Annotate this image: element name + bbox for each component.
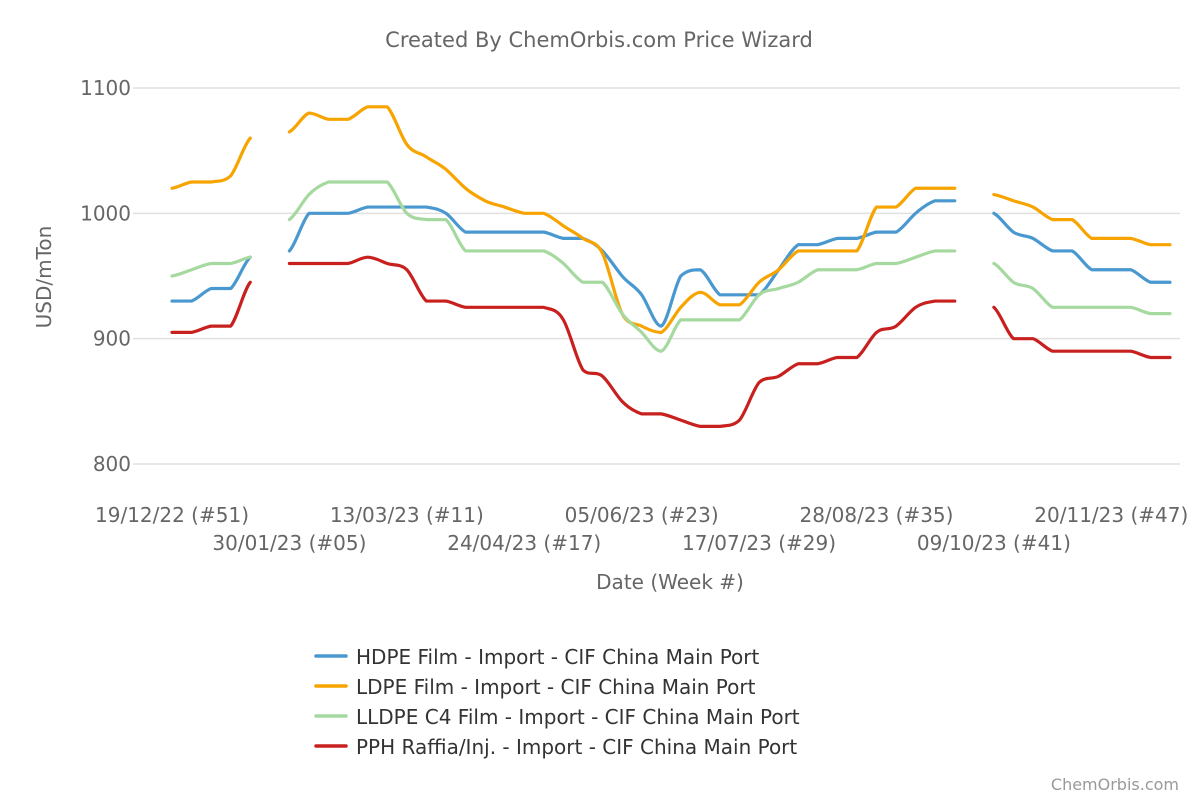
x-tick-label: 28/08/23 (#35) (799, 503, 953, 527)
legend-item[interactable]: LLDPE C4 Film - Import - CIF China Main … (314, 705, 800, 729)
x-tick-label: 09/10/23 (#41) (917, 531, 1071, 555)
x-tick-label: 13/03/23 (#11) (330, 503, 484, 527)
x-tick-label: 20/11/23 (#47) (1034, 503, 1188, 527)
series-line-3 (170, 255, 1172, 428)
legend: HDPE Film - Import - CIF China Main Port… (314, 645, 800, 759)
series-line-2 (170, 180, 1172, 353)
legend-item[interactable]: LDPE Film - Import - CIF China Main Port (314, 675, 756, 699)
series-lines (170, 105, 1172, 428)
y-tick-label: 800 (93, 452, 131, 476)
x-axis-ticks: 19/12/22 (#51) 30/01/23 (#05) 13/03/23 (#1… (95, 503, 1188, 555)
x-axis-label: Date (Week #) (596, 570, 744, 594)
x-tick-label: 17/07/23 (#29) (682, 531, 836, 555)
x-tick-label: 30/01/23 (#05) (212, 531, 366, 555)
y-tick-label: 900 (93, 327, 131, 351)
y-axis-label: USD/mTon (32, 226, 56, 329)
x-tick-label: 19/12/22 (#51) (95, 503, 249, 527)
legend-label: HDPE Film - Import - CIF China Main Port (356, 645, 759, 669)
x-tick-label: 05/06/23 (#23) (565, 503, 719, 527)
credit-label[interactable]: ChemOrbis.com (1051, 775, 1179, 794)
y-tick-label: 1100 (80, 76, 131, 100)
legend-label: PPH Raffia/Inj. - Import - CIF China Mai… (356, 735, 797, 759)
legend-label: LDPE Film - Import - CIF China Main Port (356, 675, 756, 699)
legend-label: LLDPE C4 Film - Import - CIF China Main … (356, 705, 800, 729)
chart-title: Created By ChemOrbis.com Price Wizard (385, 28, 813, 52)
x-tick-label: 24/04/23 (#17) (447, 531, 601, 555)
y-axis-ticks: 800 900 1000 1100 (80, 76, 131, 476)
legend-item[interactable]: HDPE Film - Import - CIF China Main Port (314, 645, 759, 669)
legend-item[interactable]: PPH Raffia/Inj. - Import - CIF China Mai… (314, 735, 797, 759)
gridlines (133, 87, 1180, 465)
y-tick-label: 1000 (80, 201, 131, 225)
